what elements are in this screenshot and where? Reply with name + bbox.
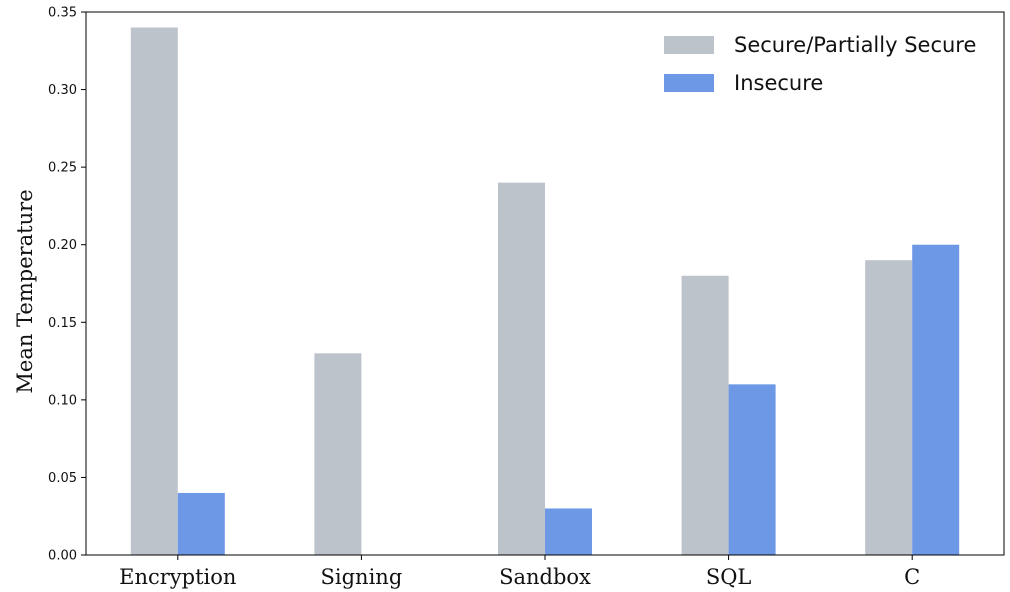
bar-secure bbox=[865, 260, 913, 555]
bar-secure bbox=[314, 353, 362, 555]
y-tick-label: 0.10 bbox=[48, 393, 77, 408]
y-axis: 0.00 0.05 0.10 0.15 0.20 0.25 0.30 0.35 bbox=[48, 6, 86, 564]
legend-label: Insecure bbox=[734, 71, 823, 95]
x-tick-label: SQL bbox=[706, 565, 752, 589]
bar-insecure bbox=[545, 508, 592, 555]
y-tick-label: 0.25 bbox=[48, 161, 77, 176]
legend-swatch bbox=[664, 74, 714, 92]
x-tick-label: Signing bbox=[321, 565, 403, 589]
bar-secure bbox=[681, 275, 729, 555]
x-tick-label: Sandbox bbox=[499, 565, 591, 589]
bar-insecure bbox=[728, 384, 776, 555]
bar-secure bbox=[130, 27, 178, 556]
legend-label: Secure/Partially Secure bbox=[734, 33, 976, 57]
y-tick-label: 0.00 bbox=[48, 549, 77, 564]
y-tick-label: 0.05 bbox=[48, 471, 77, 486]
y-tick-label: 0.15 bbox=[48, 316, 77, 331]
x-tick-label: C bbox=[904, 565, 920, 589]
y-tick-label: 0.35 bbox=[48, 6, 77, 21]
legend: Secure/Partially Secure Insecure bbox=[664, 33, 976, 95]
x-tick-label: Encryption bbox=[119, 565, 236, 589]
bar-insecure bbox=[177, 492, 225, 555]
bar-secure bbox=[498, 182, 545, 555]
y-tick-label: 0.30 bbox=[48, 83, 77, 98]
bar-insecure bbox=[912, 244, 960, 555]
x-axis: Encryption Signing Sandbox SQL C bbox=[119, 555, 920, 589]
bars-layer bbox=[130, 27, 960, 556]
y-axis-title: Mean Temperature bbox=[13, 189, 37, 393]
y-tick-label: 0.20 bbox=[48, 238, 77, 253]
legend-swatch bbox=[664, 36, 714, 54]
